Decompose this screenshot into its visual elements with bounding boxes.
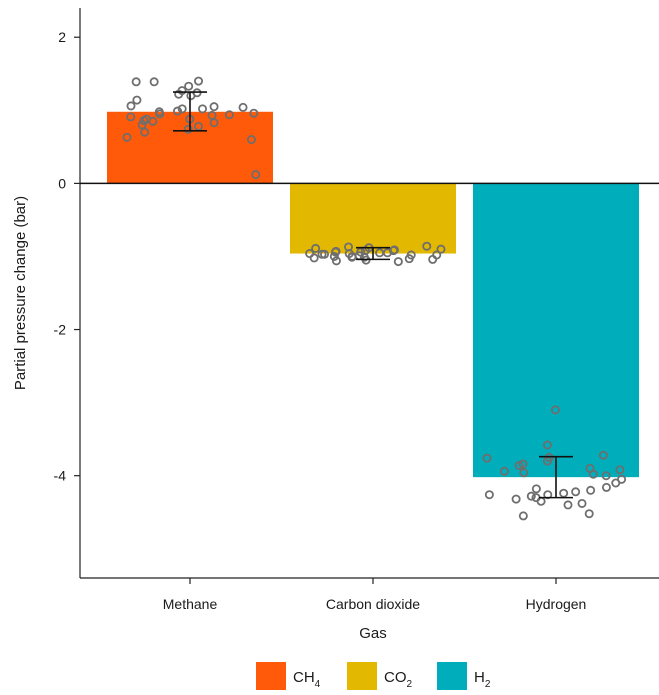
data-point [174, 89, 184, 99]
data-point [132, 95, 142, 105]
data-point [359, 252, 369, 262]
data-point [331, 246, 341, 256]
data-point [482, 453, 492, 463]
bars-layer [107, 111, 639, 478]
data-point [601, 471, 611, 481]
data-point [598, 450, 608, 460]
data-point [563, 500, 573, 510]
data-point [251, 170, 261, 180]
data-point [436, 244, 446, 254]
legend-swatch [347, 662, 377, 690]
data-point [139, 116, 149, 126]
data-point [511, 494, 521, 504]
data-point [246, 135, 256, 145]
data-point [526, 491, 536, 501]
legend-item-0: CH4 [256, 662, 321, 690]
data-point [305, 249, 315, 259]
data-point [198, 104, 208, 114]
data-point [331, 256, 341, 266]
data-point [131, 77, 141, 87]
data-point [584, 509, 594, 519]
data-point [559, 488, 569, 498]
data-point [404, 254, 414, 264]
data-point [432, 250, 442, 260]
data-point [137, 120, 147, 130]
legend-swatch [256, 662, 286, 690]
data-point [126, 101, 136, 111]
data-point [238, 102, 248, 112]
data-point [311, 243, 321, 253]
data-point [122, 132, 132, 142]
data-point [577, 498, 587, 508]
legend-label: H2 [474, 669, 491, 690]
legend-swatch [437, 662, 467, 690]
data-point [586, 485, 596, 495]
data-point [154, 107, 164, 117]
legend-item-2: H2 [437, 662, 491, 690]
data-point [601, 482, 611, 492]
y-tick-label: -4 [54, 468, 67, 484]
data-point [588, 469, 598, 479]
data-point [343, 242, 353, 252]
data-point [317, 249, 327, 259]
y-axis-label: Partial pressure change (bar) [12, 196, 29, 390]
x-tick-label: Methane [163, 596, 218, 612]
data-point [149, 77, 159, 87]
data-point [518, 511, 528, 521]
legend: CH4 CO2 H2 [256, 662, 491, 690]
axes-layer: 2 0 -2 -4 Methane Carbon dioxide Hydrogen Gas Pa… [12, 8, 659, 642]
data-point [184, 81, 194, 91]
data-point [249, 108, 259, 118]
data-point [542, 440, 552, 450]
data-point [571, 487, 581, 497]
data-point [329, 251, 339, 261]
legend-label: CO2 [384, 669, 413, 690]
data-point [126, 112, 136, 122]
y-tick-label: 0 [58, 175, 66, 191]
data-point [514, 460, 524, 470]
data-point [194, 76, 204, 86]
data-point [140, 127, 150, 137]
data-point [611, 478, 621, 488]
legend-item-1: CO2 [347, 662, 413, 690]
x-axis-label: Gas [359, 625, 387, 642]
data-point [615, 465, 625, 475]
x-tick-label: Hydrogen [526, 596, 587, 612]
bar-1 [290, 183, 456, 254]
data-point [209, 118, 219, 128]
data-point [550, 405, 560, 415]
data-point [177, 104, 187, 114]
data-point [183, 124, 193, 134]
data-point [173, 106, 183, 116]
data-point [519, 468, 529, 478]
data-point [209, 102, 219, 112]
bar-2 [473, 183, 639, 478]
data-point [484, 490, 494, 500]
data-point [389, 246, 399, 256]
legend-label: CH4 [293, 669, 321, 690]
y-tick-label: 2 [58, 29, 66, 45]
data-point [393, 257, 403, 267]
x-tick-label: Carbon dioxide [326, 596, 420, 612]
data-point [531, 484, 541, 494]
data-point [224, 110, 234, 120]
y-tick-label: -2 [54, 322, 67, 338]
error-bars-layer [173, 91, 573, 499]
data-point [422, 241, 432, 251]
data-point [499, 466, 509, 476]
